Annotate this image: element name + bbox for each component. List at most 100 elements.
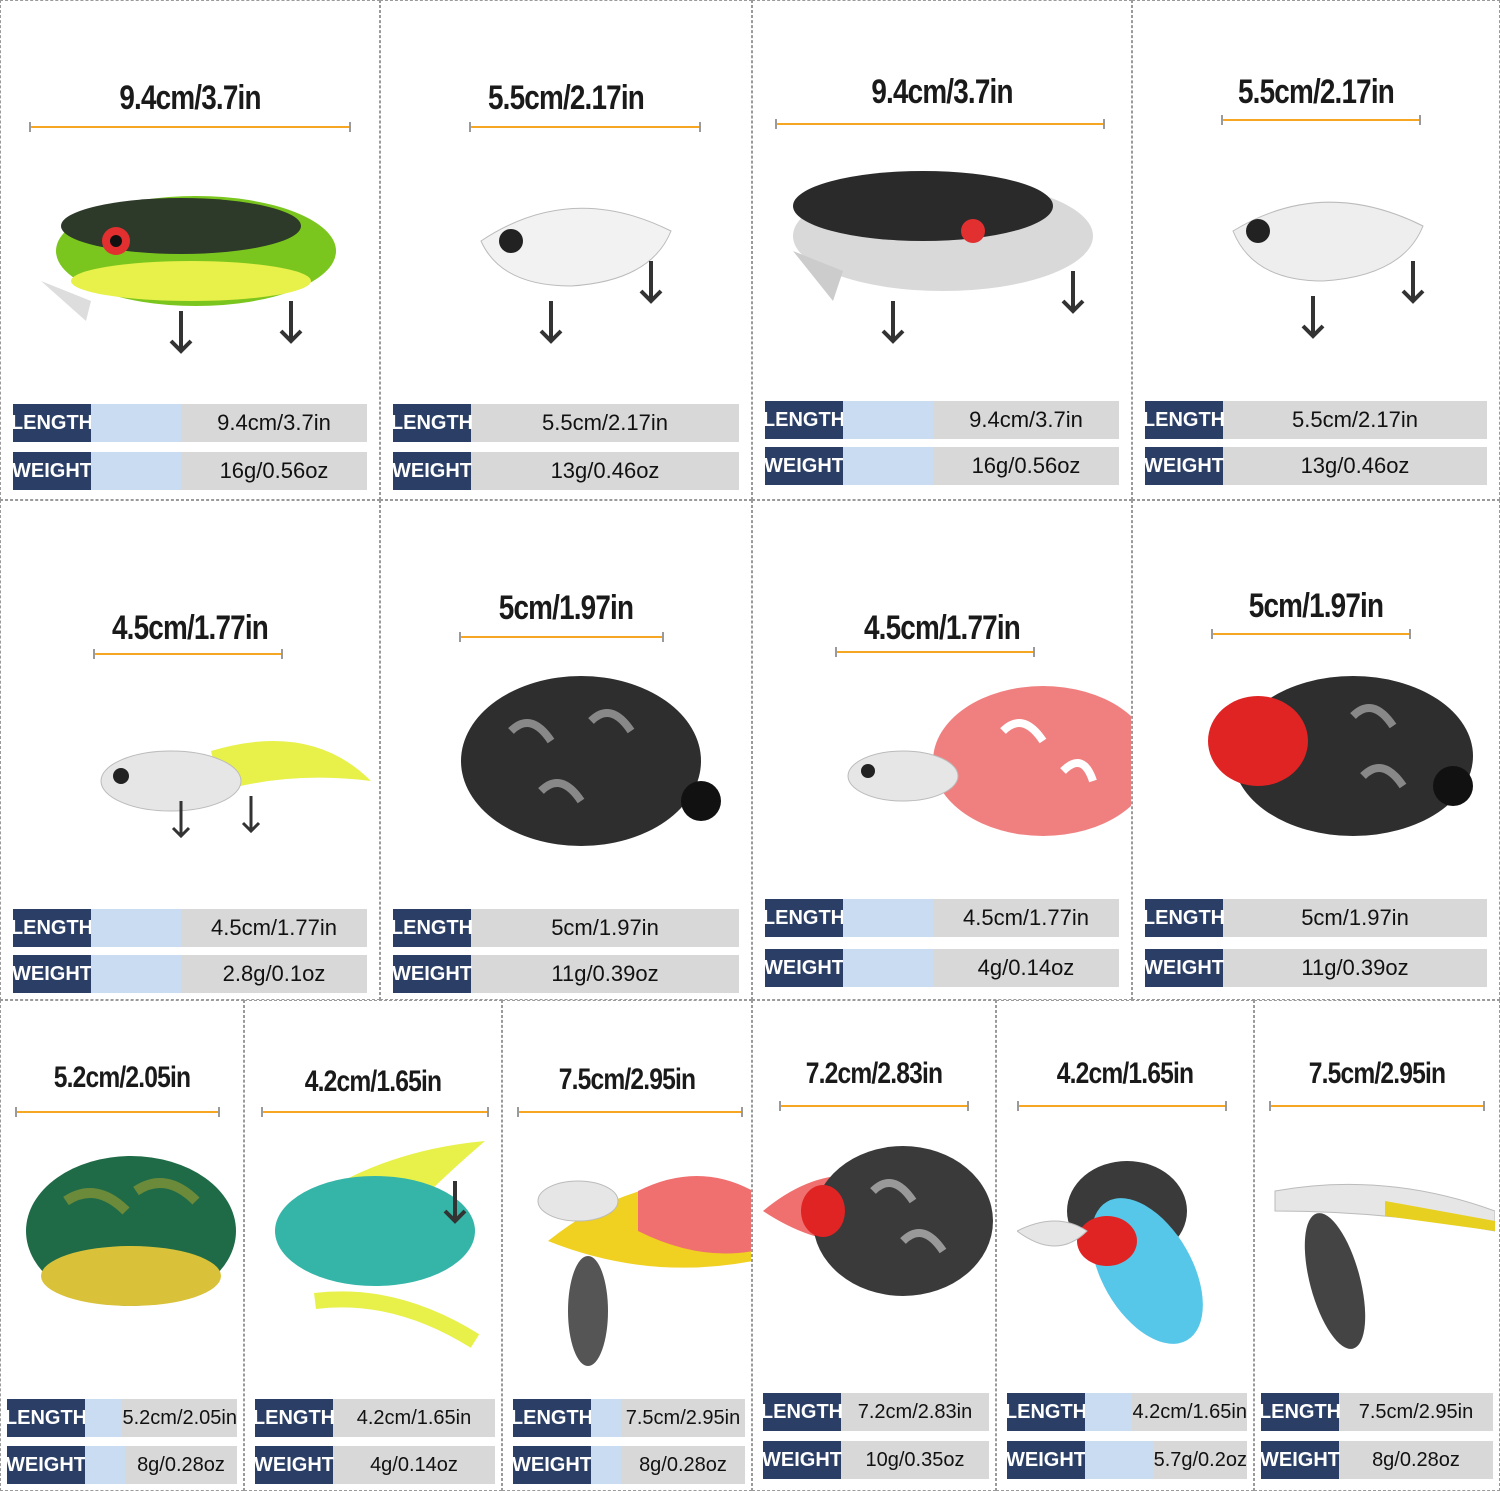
popper-lure-blue-icon xyxy=(1017,1161,1203,1344)
length-key: LENGTH xyxy=(253,1399,335,1437)
lure-card: 5.5cm/2.17in LENGTH 5.5cm/2.17in WEIGHT … xyxy=(1132,0,1500,500)
weight-value: 2.8g/0.1oz xyxy=(222,961,326,986)
key-accent xyxy=(843,949,933,987)
key-accent xyxy=(843,899,933,937)
length-value: 7.2cm/2.83in xyxy=(857,1400,973,1423)
length-value: 7.5cm/2.95in xyxy=(1358,1400,1474,1423)
weight-key: WEIGHT xyxy=(6,1446,86,1484)
dimension-line xyxy=(517,1107,743,1117)
weight-key: WEIGHT xyxy=(1260,1441,1340,1479)
length-row: LENGTH 5.5cm/2.17in xyxy=(1143,401,1487,439)
key-accent xyxy=(85,1399,123,1437)
weight-row: WEIGHT 13g/0.46oz xyxy=(1144,447,1487,485)
weight-row: WEIGHT 11g/0.39oz xyxy=(392,955,739,993)
length-key: LENGTH xyxy=(511,1399,593,1437)
dimension-line xyxy=(1017,1101,1227,1111)
length-row: LENGTH 7.2cm/2.83in xyxy=(761,1393,989,1431)
dimension-label: 7.5cm/2.95in xyxy=(558,1063,696,1096)
weight-key: WEIGHT xyxy=(764,447,844,485)
length-key: LENGTH xyxy=(391,404,473,442)
weight-row: WEIGHT 10g/0.35oz xyxy=(762,1441,989,1479)
weight-value: 4g/0.14oz xyxy=(370,1453,458,1476)
lure-card: 7.2cm/2.83in LENGTH 7.2cm/2.83in WEIGHT … xyxy=(752,1000,996,1491)
popper-lure-red-icon xyxy=(847,686,1131,836)
length-key: LENGTH xyxy=(1259,1393,1341,1431)
weight-value: 5.7g/0.2oz xyxy=(1153,1448,1247,1471)
dimension-label: 4.5cm/1.77in xyxy=(111,609,269,647)
key-accent xyxy=(591,1399,621,1437)
dimension-label: 7.2cm/2.83in xyxy=(805,1057,943,1090)
weight-row: WEIGHT 13g/0.46oz xyxy=(392,452,739,490)
weight-value: 13g/0.46oz xyxy=(550,458,660,483)
length-row: LENGTH 7.5cm/2.95in xyxy=(511,1399,745,1437)
lure-card: 4.2cm/1.65in LENGTH 4.2cm/1.65in WEIGHT … xyxy=(996,1000,1254,1491)
dimension-label: 4.2cm/1.65in xyxy=(1056,1057,1194,1090)
lure-card: 9.4cm/3.7in LENGTH 9.4cm/3.7in WEIGHT 16… xyxy=(752,0,1132,500)
key-accent xyxy=(91,404,181,442)
key-accent xyxy=(91,909,181,947)
dimension-label: 5.5cm/2.17in xyxy=(1237,73,1395,111)
dimension-label: 4.5cm/1.77in xyxy=(863,609,1021,647)
lure-card: 7.5cm/2.95in LENGTH 7.5cm/2.95in WEIGHT … xyxy=(1254,1000,1500,1491)
dimension-line xyxy=(459,632,664,642)
weight-row: WEIGHT 16g/0.56oz xyxy=(12,452,367,490)
dimension-label: 5.2cm/2.05in xyxy=(53,1061,191,1094)
length-value: 5.2cm/2.05in xyxy=(122,1406,237,1429)
length-value: 4.5cm/1.77in xyxy=(211,915,337,940)
dimension-label: 5cm/1.97in xyxy=(498,589,634,627)
weight-value: 8g/0.28oz xyxy=(137,1453,225,1476)
key-accent xyxy=(91,955,181,993)
key-accent xyxy=(91,452,181,490)
length-key: LENGTH xyxy=(1143,401,1225,439)
length-value: 5.5cm/2.17in xyxy=(1292,407,1418,432)
dimension-label: 4.2cm/1.65in xyxy=(304,1065,442,1098)
weight-key: WEIGHT xyxy=(12,955,92,993)
weight-key: WEIGHT xyxy=(764,949,844,987)
dimension-label: 5cm/1.97in xyxy=(1248,587,1384,625)
length-row: LENGTH 5cm/1.97in xyxy=(1143,899,1487,937)
key-accent xyxy=(1085,1441,1154,1479)
length-value: 5cm/1.97in xyxy=(551,915,659,940)
weight-key: WEIGHT xyxy=(254,1446,334,1484)
frog-lure-gray-icon xyxy=(763,1146,993,1296)
lure-card: 4.5cm/1.77in LENGTH 4.5cm/1.77in WEIGHT … xyxy=(0,500,380,1000)
dimension-line xyxy=(775,119,1105,129)
lure-card: 4.5cm/1.77in LENGTH 4.5cm/1.77in WEIGHT … xyxy=(752,500,1132,1000)
weight-value: 8g/0.28oz xyxy=(639,1453,727,1476)
length-value: 9.4cm/3.7in xyxy=(217,410,331,435)
lure-card: 5cm/1.97in LENGTH 5cm/1.97in WEIGHT 11g/… xyxy=(1132,500,1500,1000)
weight-value: 4g/0.14oz xyxy=(977,955,1075,980)
weight-row: WEIGHT 4g/0.14oz xyxy=(254,1446,495,1484)
key-accent xyxy=(85,1446,125,1484)
spinner-lure-silver-icon xyxy=(1274,1183,1495,1349)
dimension-line xyxy=(835,647,1035,657)
length-row: LENGTH 5.2cm/2.05in xyxy=(5,1399,237,1437)
length-key: LENGTH xyxy=(761,1393,843,1431)
length-key: LENGTH xyxy=(1005,1393,1087,1431)
weight-row: WEIGHT 8g/0.28oz xyxy=(6,1446,237,1484)
weight-row: WEIGHT 2.8g/0.1oz xyxy=(12,955,367,993)
weight-key: WEIGHT xyxy=(762,1441,842,1479)
weight-value: 10g/0.35oz xyxy=(865,1448,965,1471)
weight-key: WEIGHT xyxy=(1144,447,1224,485)
dimension-line xyxy=(29,122,351,132)
length-row: LENGTH 4.2cm/1.65in xyxy=(253,1399,495,1437)
length-row: LENGTH 5.5cm/2.17in xyxy=(391,404,739,442)
weight-row: WEIGHT 8g/0.28oz xyxy=(1260,1441,1493,1479)
weight-key: WEIGHT xyxy=(392,955,472,993)
lure-card: 7.5cm/2.95in LENGTH 7.5cm/2.95in WEIGHT … xyxy=(502,1000,752,1491)
length-value: 5cm/1.97in xyxy=(1301,905,1409,930)
crankbait-lure-green-icon xyxy=(41,196,336,354)
dimension-line xyxy=(93,649,283,659)
weight-row: WEIGHT 5.7g/0.2oz xyxy=(1006,1441,1247,1479)
popper-lure-red-yellow-icon xyxy=(537,1176,751,1366)
weight-key: WEIGHT xyxy=(1006,1441,1086,1479)
crankbait-lure-black-icon xyxy=(793,171,1093,344)
length-row: LENGTH 5cm/1.97in xyxy=(391,909,739,947)
dimension-label: 9.4cm/3.7in xyxy=(871,73,1013,111)
lure-card: 5.2cm/2.05in LENGTH 5.2cm/2.05in WEIGHT … xyxy=(0,1000,244,1491)
dimension-label: 5.5cm/2.17in xyxy=(487,79,645,117)
weight-key: WEIGHT xyxy=(392,452,472,490)
dimension-line xyxy=(1221,115,1421,125)
length-row: LENGTH 9.4cm/3.7in xyxy=(763,401,1119,439)
